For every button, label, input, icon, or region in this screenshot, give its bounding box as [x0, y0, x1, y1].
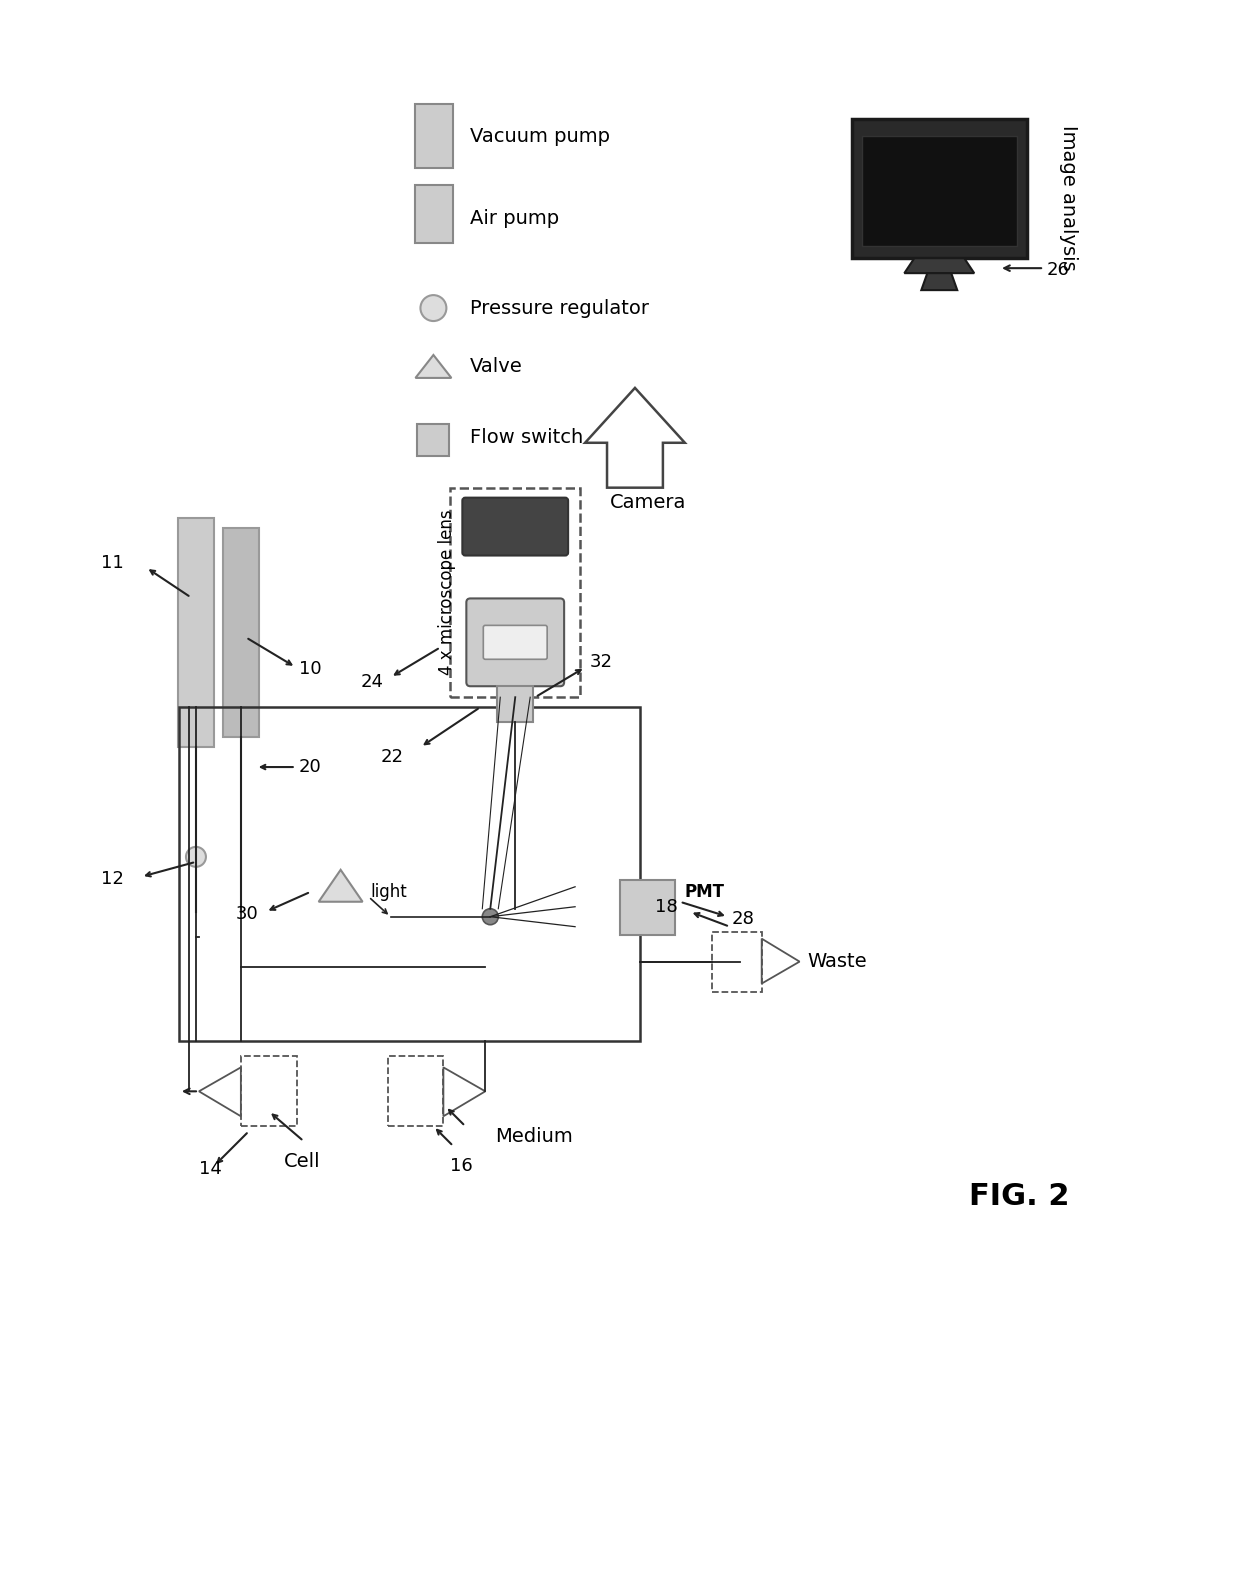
Text: 30: 30	[236, 905, 259, 923]
Circle shape	[186, 847, 206, 867]
Text: Waste: Waste	[807, 953, 867, 971]
Text: Image analysis: Image analysis	[1059, 126, 1078, 271]
Text: 32: 32	[590, 653, 613, 672]
Text: Flow switch: Flow switch	[470, 429, 584, 448]
Text: 24: 24	[361, 673, 383, 691]
Text: FIG. 2: FIG. 2	[968, 1181, 1069, 1211]
Text: 4 x microscope lens: 4 x microscope lens	[439, 509, 456, 675]
Text: 28: 28	[732, 910, 755, 927]
Text: 14: 14	[198, 1161, 222, 1178]
Bar	[241, 1057, 296, 1126]
Text: Air pump: Air pump	[470, 208, 559, 227]
Bar	[620, 880, 675, 935]
Text: Camera: Camera	[610, 494, 687, 513]
Bar	[415, 186, 454, 243]
Bar	[497, 686, 533, 722]
Bar	[450, 487, 580, 697]
Bar	[712, 932, 761, 992]
FancyBboxPatch shape	[484, 626, 547, 659]
Text: 26: 26	[1047, 262, 1070, 279]
FancyBboxPatch shape	[466, 598, 564, 686]
Text: 10: 10	[299, 661, 321, 678]
Text: 11: 11	[102, 554, 124, 571]
Polygon shape	[904, 259, 975, 273]
Text: Cell: Cell	[284, 1151, 320, 1170]
Polygon shape	[585, 388, 684, 487]
Bar	[415, 104, 454, 169]
Bar	[388, 1057, 444, 1126]
FancyBboxPatch shape	[463, 498, 568, 555]
Text: Vacuum pump: Vacuum pump	[470, 128, 610, 147]
Text: Pressure regulator: Pressure regulator	[470, 298, 650, 317]
Text: 12: 12	[102, 871, 124, 888]
Text: 20: 20	[299, 759, 321, 776]
Polygon shape	[319, 871, 362, 902]
Circle shape	[420, 295, 446, 322]
Text: 18: 18	[655, 897, 678, 916]
Bar	[223, 528, 259, 736]
Text: 16: 16	[450, 1158, 474, 1175]
Text: Medium: Medium	[495, 1126, 573, 1146]
Polygon shape	[921, 273, 957, 290]
Bar	[179, 517, 215, 747]
Bar	[863, 137, 1017, 246]
Text: light: light	[371, 883, 407, 900]
Bar	[179, 706, 640, 1041]
Text: Valve: Valve	[470, 358, 523, 377]
Bar	[418, 424, 449, 456]
Bar	[852, 118, 1027, 259]
Text: 22: 22	[381, 747, 403, 766]
Circle shape	[482, 908, 498, 924]
Polygon shape	[415, 355, 451, 378]
Text: PMT: PMT	[684, 883, 725, 900]
